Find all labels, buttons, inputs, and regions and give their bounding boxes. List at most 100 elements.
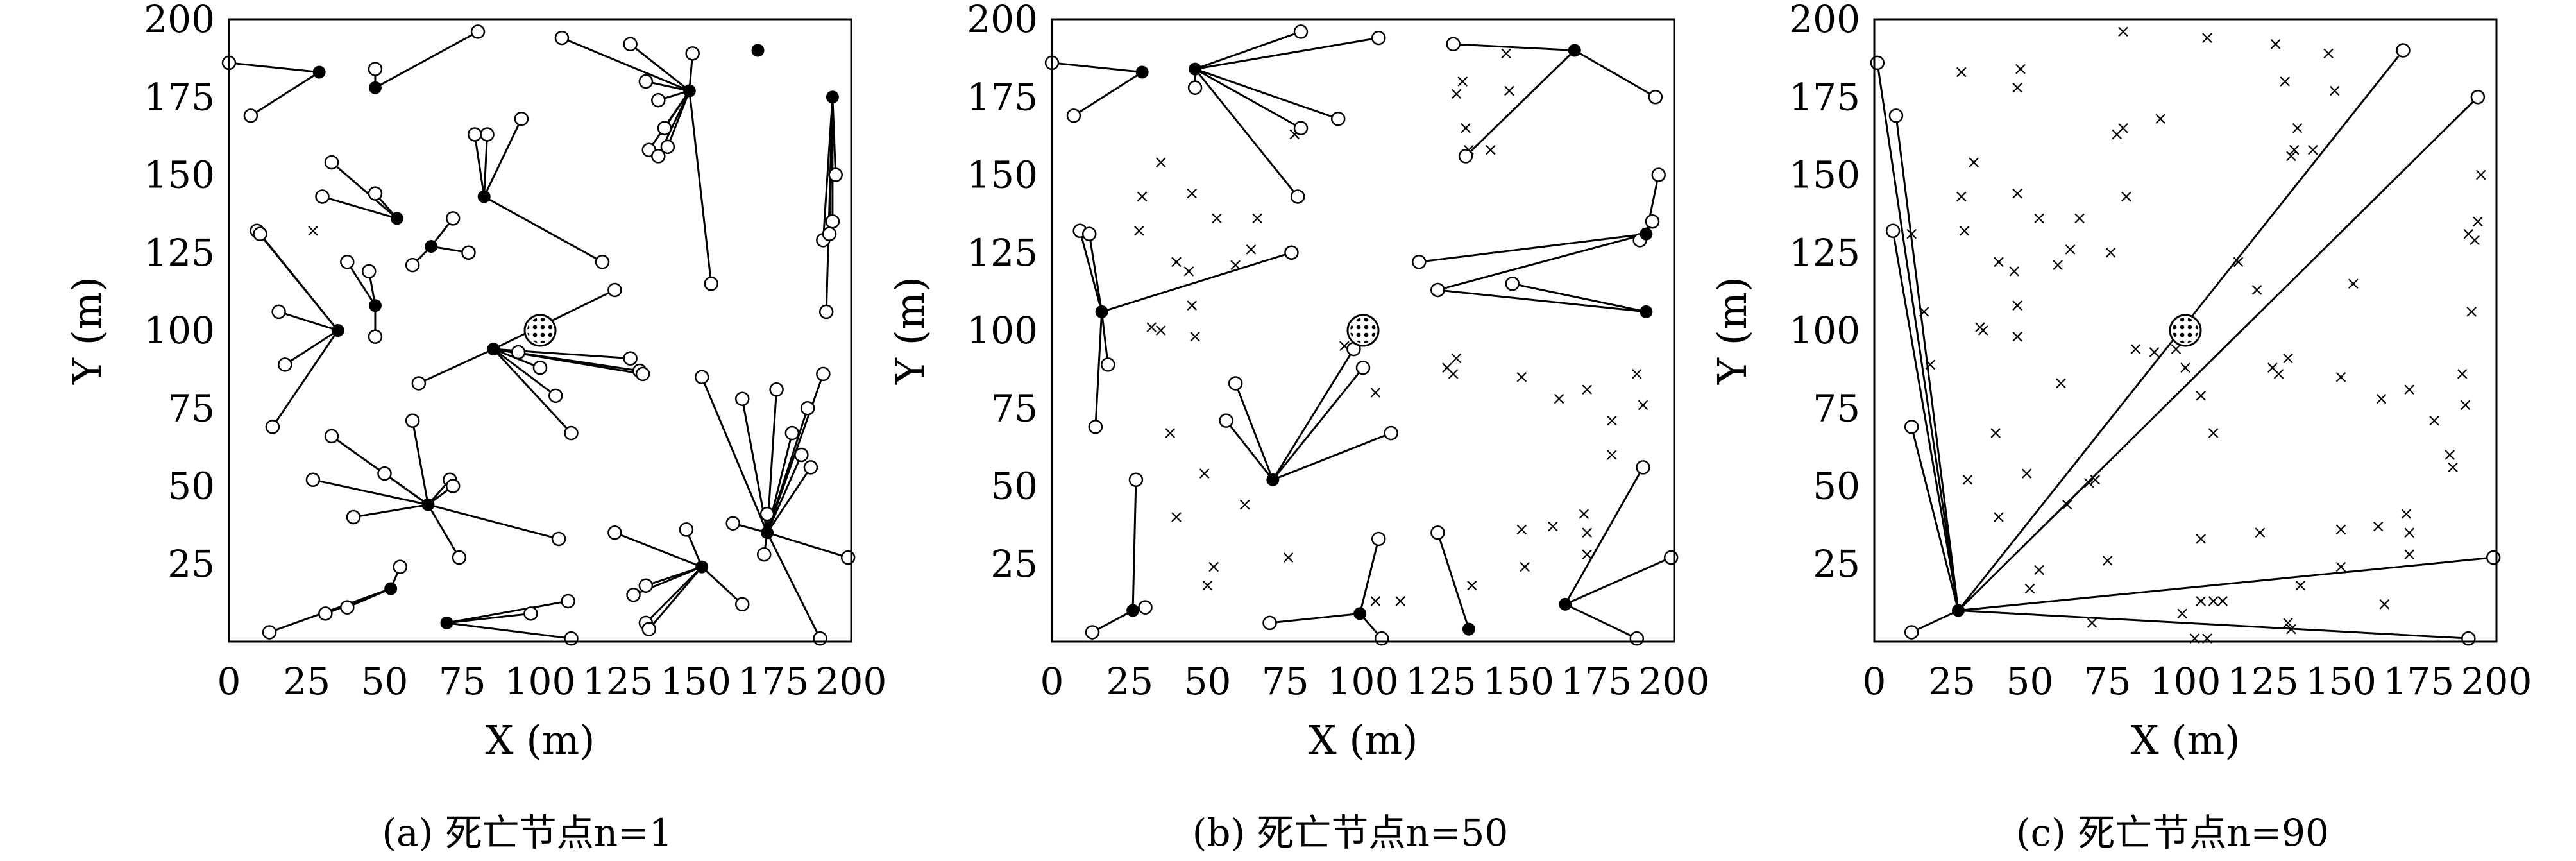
y-tick-label: 150 — [967, 153, 1038, 197]
edge-60 — [446, 600, 568, 624]
member-node-29 — [1138, 600, 1153, 615]
member-node-31 — [1262, 615, 1277, 631]
dead-node-9 — [1925, 359, 1936, 370]
cluster-head-5 — [1095, 305, 1108, 318]
dead-node-49 — [1638, 400, 1648, 411]
dead-node-80 — [2466, 307, 2477, 317]
dead-node-45 — [2217, 596, 2228, 606]
member-node-32 — [1371, 531, 1386, 547]
member-node-30 — [362, 264, 377, 279]
member-node-55 — [340, 600, 355, 615]
member-node-7 — [2486, 550, 2501, 565]
member-node-81 — [725, 516, 740, 531]
member-node-34 — [271, 304, 286, 320]
dead-node-5 — [1155, 325, 1166, 336]
edge-6 — [1957, 96, 2479, 611]
edge-3 — [375, 31, 479, 89]
member-node-36 — [265, 420, 280, 434]
member-node-15 — [818, 304, 834, 320]
dead-node-66 — [2335, 561, 2346, 572]
member-node-48 — [305, 472, 321, 488]
edge-1 — [1073, 71, 1143, 117]
dead-node-10 — [1165, 428, 1176, 438]
member-node-74 — [794, 447, 809, 463]
edge-21 — [322, 196, 398, 219]
member-node-3 — [1293, 24, 1309, 39]
member-node-72 — [759, 506, 775, 522]
y-axis-label: Y (m) — [1709, 277, 1756, 385]
x-tick-label: 0 — [1863, 660, 1886, 703]
edge-6 — [1194, 68, 1339, 120]
cluster-head-9 — [331, 324, 344, 337]
sink-node — [1346, 314, 1380, 347]
member-nodes — [1044, 24, 1679, 646]
y-tick-label: 150 — [1789, 153, 1860, 197]
cluster-head-8 — [1353, 607, 1367, 620]
edge-34 — [278, 311, 339, 332]
edge-2 — [1892, 230, 1960, 611]
edge-41 — [493, 348, 572, 434]
dead-node-12 — [2012, 188, 2022, 199]
edge-48 — [312, 479, 428, 506]
member-node-62 — [607, 525, 622, 540]
x-tick-label: 125 — [2228, 660, 2299, 703]
edge-28 — [483, 196, 603, 263]
dead-node-58 — [2289, 144, 2300, 155]
cluster-head-4 — [826, 90, 839, 104]
dead-node-38 — [2171, 344, 2182, 354]
member-node-24 — [1219, 413, 1233, 428]
member-node-5 — [2396, 43, 2411, 58]
member-node-70 — [735, 391, 750, 406]
member-node-19 — [1081, 226, 1097, 241]
dead-node-7 — [1906, 228, 1917, 239]
member-node-26 — [480, 127, 495, 142]
member-node-77 — [816, 366, 831, 382]
edge-53 — [427, 504, 461, 558]
edge-6 — [645, 80, 690, 92]
dead-node-8 — [1187, 300, 1198, 311]
edge-0 — [1876, 62, 1960, 611]
x-tick-label: 50 — [361, 660, 409, 703]
y-tick-label: 175 — [1789, 75, 1860, 119]
member-node-52 — [445, 479, 461, 493]
member-node-33 — [1374, 631, 1389, 646]
member-node-42 — [607, 282, 622, 298]
edge-27 — [1272, 432, 1392, 481]
member-node-27 — [514, 111, 529, 126]
dead-node-68 — [2373, 521, 2384, 532]
member-node-30 — [1085, 625, 1100, 640]
y-tick-label: 25 — [990, 542, 1038, 586]
member-node-18 — [822, 226, 837, 241]
member-node-27 — [1384, 425, 1398, 441]
dead-node-76 — [2445, 450, 2455, 460]
dead-node-0 — [1956, 67, 1967, 78]
member-node-45 — [635, 366, 650, 382]
edge-79 — [766, 532, 821, 639]
dead-node-86 — [2283, 618, 2293, 628]
member-node-7 — [651, 92, 666, 108]
x-tick-label: 200 — [816, 660, 887, 703]
y-tick-label: 175 — [144, 75, 215, 119]
member-node-21 — [1088, 420, 1103, 434]
dead-node-15 — [1212, 213, 1222, 224]
dead-node-17 — [1990, 428, 2001, 438]
dead-node-39 — [2180, 362, 2190, 373]
dead-node-6 — [1183, 266, 1194, 277]
dead-node-38 — [1516, 371, 1527, 382]
dead-node-2 — [1155, 157, 1166, 167]
dead-node-11 — [1171, 512, 1182, 522]
edges — [1876, 49, 2494, 640]
dead-node-13 — [2012, 300, 2022, 311]
x-tick-label: 175 — [738, 660, 809, 703]
edge-34 — [1436, 532, 1470, 630]
dead-node-65 — [2335, 371, 2346, 382]
dead-node-42 — [2202, 33, 2212, 43]
member-node-54 — [551, 531, 566, 547]
member-node-12 — [1645, 214, 1660, 229]
member-node-23 — [1228, 376, 1243, 391]
member-node-78 — [840, 550, 856, 565]
edge-35 — [1564, 466, 1644, 605]
edge-16 — [1512, 282, 1647, 313]
member-node-6 — [1330, 111, 1346, 126]
cluster-head-4 — [1640, 305, 1653, 318]
